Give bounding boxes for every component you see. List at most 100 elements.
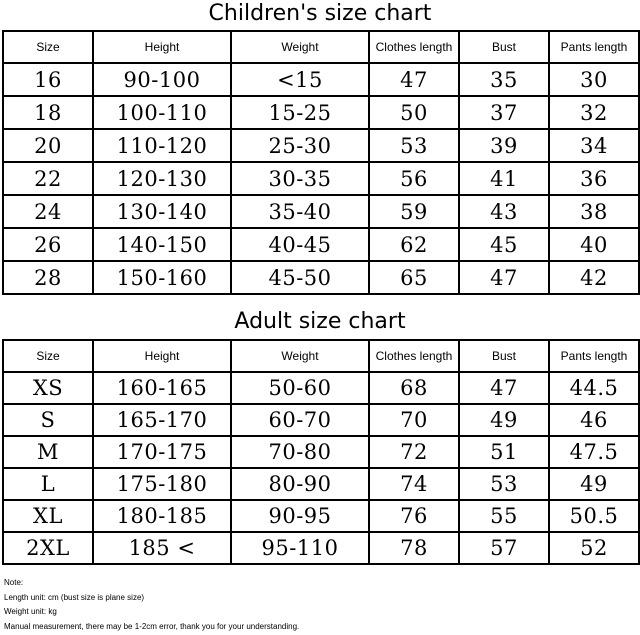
cell-pants-length: 52 [548,531,640,565]
table-row: M 170-175 70-80 72 51 47.5 [2,435,640,469]
cell-bust: 37 [458,95,550,130]
header-size: Size [2,30,94,64]
cell-size: 26 [2,227,94,262]
cell-height: 130-140 [92,194,232,229]
cell-bust: 47 [458,260,550,295]
cell-size: 28 [2,260,94,295]
notes-block: Note: Length unit: cm (bust size is plan… [4,576,299,634]
cell-bust: 41 [458,161,550,196]
header-weight: Weight [230,30,370,64]
cell-pants-length: 34 [548,128,640,163]
cell-clothes-length: 50 [368,95,460,130]
cell-clothes-length: 65 [368,260,460,295]
cell-height: 175-180 [92,467,232,501]
cell-height: 120-130 [92,161,232,196]
cell-bust: 57 [458,531,550,565]
cell-size: 24 [2,194,94,229]
table-row: 22 120-130 30-35 56 41 36 [2,161,640,196]
note-weight-unit: Weight unit: kg [4,607,57,616]
cell-size: 18 [2,95,94,130]
header-pants-length: Pants length [548,30,640,64]
cell-weight: 35-40 [230,194,370,229]
cell-pants-length: 46 [548,403,640,437]
cell-pants-length: 44.5 [548,371,640,405]
cell-bust: 47 [458,371,550,405]
table-row: 18 100-110 15-25 50 37 32 [2,95,640,130]
cell-pants-length: 36 [548,161,640,196]
cell-clothes-length: 76 [368,499,460,533]
children-header-row: Size Height Weight Clothes length Bust P… [2,30,640,64]
cell-height: 170-175 [92,435,232,469]
cell-weight: 25-30 [230,128,370,163]
table-row: XL 180-185 90-95 76 55 50.5 [2,499,640,533]
cell-bust: 39 [458,128,550,163]
cell-size: XS [2,371,94,405]
cell-pants-length: 49 [548,467,640,501]
children-size-chart-title: Children's size chart [208,1,432,26]
cell-height: 160-165 [92,371,232,405]
table-row: 2XL 185 < 95-110 78 57 52 [2,531,640,565]
cell-clothes-length: 47 [368,62,460,97]
cell-weight: 80-90 [230,467,370,501]
cell-size: 16 [2,62,94,97]
table-row: 26 140-150 40-45 62 45 40 [2,227,640,262]
note-heading: Note: [4,578,24,587]
cell-pants-length: 30 [548,62,640,97]
table-row: 20 110-120 25-30 53 39 34 [2,128,640,163]
table-row: 24 130-140 35-40 59 43 38 [2,194,640,229]
table-row: S 165-170 60-70 70 49 46 [2,403,640,437]
cell-bust: 53 [458,467,550,501]
cell-weight: 15-25 [230,95,370,130]
cell-pants-length: 38 [548,194,640,229]
cell-height: 90-100 [92,62,232,97]
cell-clothes-length: 53 [368,128,460,163]
cell-size: M [2,435,94,469]
cell-weight: 90-95 [230,499,370,533]
table-row: XS 160-165 50-60 68 47 44.5 [2,371,640,405]
cell-bust: 51 [458,435,550,469]
cell-weight: 40-45 [230,227,370,262]
cell-weight: 60-70 [230,403,370,437]
cell-height: 165-170 [92,403,232,437]
header-clothes-length: Clothes length [368,30,460,64]
cell-clothes-length: 62 [368,227,460,262]
adult-size-chart-title: Adult size chart [234,309,406,334]
cell-clothes-length: 68 [368,371,460,405]
note-measurement-error: Manual measurement, there may be 1-2cm e… [4,621,300,631]
header-size: Size [2,339,94,373]
children-size-table: Size Height Weight Clothes length Bust P… [2,30,640,295]
cell-height: 180-185 [92,499,232,533]
cell-weight: 70-80 [230,435,370,469]
cell-size: 2XL [2,531,94,565]
header-height: Height [92,339,232,373]
table-row: L 175-180 80-90 74 53 49 [2,467,640,501]
cell-height: 140-150 [92,227,232,262]
header-height: Height [92,30,232,64]
cell-clothes-length: 56 [368,161,460,196]
header-bust: Bust [458,339,550,373]
cell-height: 150-160 [92,260,232,295]
table-row: 28 150-160 45-50 65 47 42 [2,260,640,295]
cell-size: L [2,467,94,501]
cell-clothes-length: 78 [368,531,460,565]
cell-weight: 50-60 [230,371,370,405]
cell-height: 185 < [92,531,232,565]
cell-bust: 43 [458,194,550,229]
cell-bust: 49 [458,403,550,437]
cell-weight: <15 [230,62,370,97]
table-row: 16 90-100 <15 47 35 30 [2,62,640,97]
cell-weight: 95-110 [230,531,370,565]
cell-clothes-length: 74 [368,467,460,501]
cell-height: 100-110 [92,95,232,130]
cell-pants-length: 40 [548,227,640,262]
adult-header-row: Size Height Weight Clothes length Bust P… [2,339,640,373]
note-length-unit: Length unit: cm (bust size is plane size… [4,592,145,602]
adult-size-table: Size Height Weight Clothes length Bust P… [2,339,640,565]
cell-clothes-length: 59 [368,194,460,229]
cell-weight: 45-50 [230,260,370,295]
header-pants-length: Pants length [548,339,640,373]
header-clothes-length: Clothes length [368,339,460,373]
cell-bust: 45 [458,227,550,262]
cell-pants-length: 32 [548,95,640,130]
cell-pants-length: 50.5 [548,499,640,533]
